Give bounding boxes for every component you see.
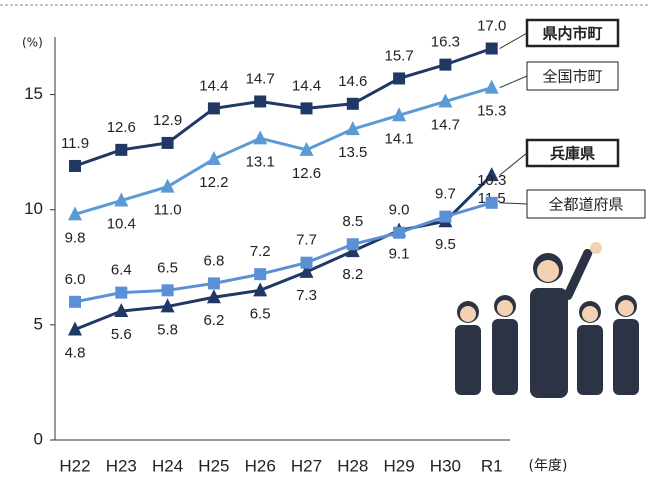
x-tick-label: H24 <box>152 456 183 475</box>
value-label: 12.9 <box>153 112 182 129</box>
marker <box>347 98 359 110</box>
marker <box>253 130 267 144</box>
value-label: 12.6 <box>292 165 321 182</box>
callout-line <box>500 33 527 49</box>
value-label: 6.8 <box>203 252 224 269</box>
x-tick-label: H23 <box>106 456 137 475</box>
value-label: 16.3 <box>431 34 460 51</box>
value-label: 6.0 <box>65 271 86 288</box>
series-line <box>75 203 492 302</box>
value-label: 10.4 <box>107 215 136 232</box>
marker <box>301 102 313 114</box>
value-label: 13.1 <box>246 153 275 170</box>
value-label: 14.4 <box>292 77 321 94</box>
value-label: 7.7 <box>296 232 317 249</box>
legend-label: 県内市町 <box>542 25 602 43</box>
value-label: 14.6 <box>338 73 367 90</box>
value-label: 7.2 <box>250 243 271 260</box>
value-label: 12.6 <box>107 119 136 136</box>
legend-label: 兵庫県 <box>550 145 595 163</box>
y-tick-label: 10 <box>24 199 43 218</box>
x-tick-label: H27 <box>291 456 322 475</box>
value-label: 15.7 <box>384 47 413 64</box>
marker <box>254 268 266 280</box>
x-axis-label: (年度) <box>529 458 568 474</box>
x-tick-label: H22 <box>59 456 90 475</box>
value-label: 6.4 <box>111 262 132 279</box>
value-label: 6.5 <box>157 259 178 276</box>
x-tick-label: H26 <box>245 456 276 475</box>
value-label: 11.9 <box>61 135 89 152</box>
series-line <box>75 88 492 215</box>
marker <box>485 80 499 94</box>
marker <box>115 287 127 299</box>
legend-label: 全国市町 <box>542 68 602 86</box>
value-label: 13.5 <box>338 144 367 161</box>
value-label: 15.3 <box>477 103 506 120</box>
marker <box>162 284 174 296</box>
value-label: 7.3 <box>296 287 317 304</box>
marker <box>69 160 81 172</box>
marker <box>161 179 175 193</box>
chart: (%) (年度) 0 5 10 15 H22 H23 H24 H25 H26 H27 H28 H29 H… <box>0 0 649 479</box>
x-tick-label: H25 <box>198 456 229 475</box>
marker <box>439 59 451 71</box>
value-label: 14.4 <box>199 77 228 94</box>
y-axis-label: (%) <box>22 36 43 50</box>
marker <box>208 277 220 289</box>
value-label: 4.8 <box>65 344 86 361</box>
y-tick-label: 5 <box>34 314 43 333</box>
marker <box>347 238 359 250</box>
value-label: 10.3 <box>477 172 506 189</box>
value-label: 6.5 <box>250 305 271 322</box>
marker <box>254 95 266 107</box>
x-tick-label: R1 <box>481 456 503 475</box>
value-label: 9.7 <box>435 186 456 203</box>
marker <box>208 102 220 114</box>
value-label: 14.1 <box>384 130 413 147</box>
value-label: 9.0 <box>389 202 410 219</box>
value-label: 8.2 <box>342 266 363 283</box>
value-label: 14.7 <box>246 70 275 87</box>
value-label: 9.8 <box>65 229 86 246</box>
y-tick-label: 15 <box>24 84 43 103</box>
legend-label: 全都道府県 <box>548 196 623 214</box>
value-label: 5.8 <box>157 321 178 338</box>
callout-line <box>500 76 527 88</box>
marker <box>486 197 498 209</box>
value-label: 5.6 <box>111 326 132 343</box>
value-label: 12.2 <box>199 174 228 191</box>
value-label: 9.1 <box>389 245 410 262</box>
value-label: 17.0 <box>477 17 506 34</box>
marker <box>115 144 127 156</box>
illustration <box>455 242 639 398</box>
marker <box>69 296 81 308</box>
value-label: 11.0 <box>154 202 182 219</box>
x-tick-label: H28 <box>337 456 368 475</box>
value-label: 14.7 <box>431 116 460 133</box>
x-tick-label: H30 <box>430 456 461 475</box>
value-label: 8.5 <box>342 213 363 230</box>
x-tick-label: H29 <box>384 456 415 475</box>
marker <box>439 211 451 223</box>
series-line <box>75 175 492 329</box>
marker <box>393 227 405 239</box>
marker <box>393 72 405 84</box>
marker <box>486 43 498 55</box>
y-tick-label: 0 <box>34 429 43 448</box>
value-label: 6.2 <box>203 312 224 329</box>
marker <box>162 137 174 149</box>
value-label: 9.5 <box>435 236 456 253</box>
marker <box>301 257 313 269</box>
